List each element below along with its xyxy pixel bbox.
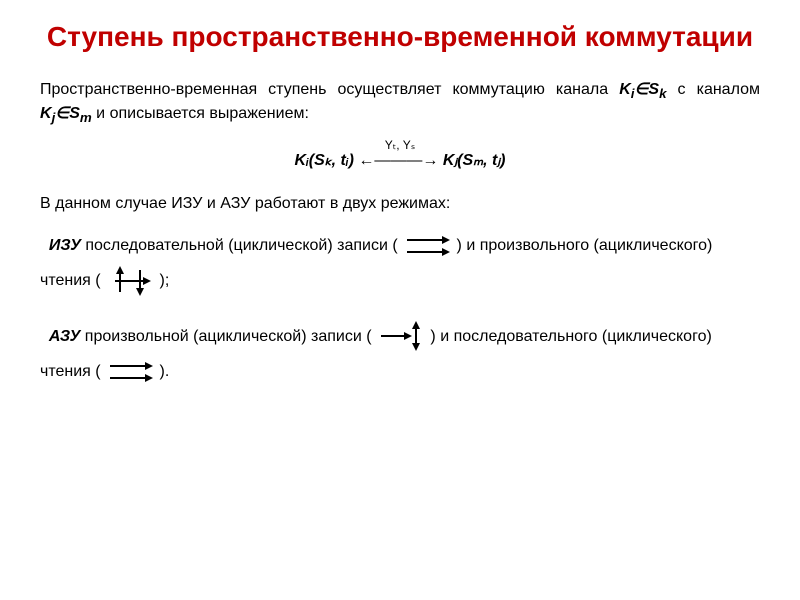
izu-block: ИЗУ последовательной (циклической) запис… xyxy=(40,228,760,298)
seq-write-right-icon xyxy=(402,231,452,261)
izu-text1: последовательной (циклической) записи ( xyxy=(81,237,402,254)
azu-block: АЗУ произвольной (ациклической) записи (… xyxy=(40,319,760,389)
sub-k1: k xyxy=(659,86,666,101)
sub-m1: m xyxy=(80,111,92,126)
izu-label: ИЗУ xyxy=(49,237,81,254)
sym-k2: K xyxy=(40,105,52,122)
azu-text1: произвольной (ациклической) записи ( xyxy=(80,328,376,345)
azu-text3: ). xyxy=(155,363,169,380)
modes-intro: В данном случае ИЗУ и АЗУ работают в дву… xyxy=(40,195,760,213)
double-arrow-icon: ←———→ xyxy=(358,152,438,170)
intro-part3: и описывается выражением: xyxy=(92,105,309,122)
formula-right: Kⱼ(Sₘ, tⱼ) xyxy=(443,152,506,169)
elem2: ∈ xyxy=(55,105,69,122)
izu-text3: ); xyxy=(155,272,169,289)
slide-title: Ступень пространственно-временной коммут… xyxy=(40,20,760,54)
sym-s1: S xyxy=(648,81,659,98)
formula: Yₜ, Yₛ Kᵢ(Sₖ, tᵢ) ←———→ Kⱼ(Sₘ, tⱼ) xyxy=(40,138,760,170)
sym-k1: K xyxy=(619,81,631,98)
azu-label: АЗУ xyxy=(49,328,80,345)
random-write-updown-icon xyxy=(376,321,426,351)
slide: Ступень пространственно-временной коммут… xyxy=(0,0,800,600)
random-read-updown-icon xyxy=(105,266,155,296)
sym-s2: S xyxy=(69,105,80,122)
formula-left: Kᵢ(Sₖ, tᵢ) xyxy=(295,152,354,169)
intro-text: Пространственно-временная ступень осущес… xyxy=(40,79,760,129)
intro-part2: с каналом xyxy=(667,81,761,98)
elem1: ∈ xyxy=(634,81,648,98)
intro-part1: Пространственно-временная ступень осущес… xyxy=(40,81,619,98)
formula-superscript: Yₜ, Yₛ xyxy=(40,138,760,152)
seq-read-right-icon xyxy=(105,357,155,387)
